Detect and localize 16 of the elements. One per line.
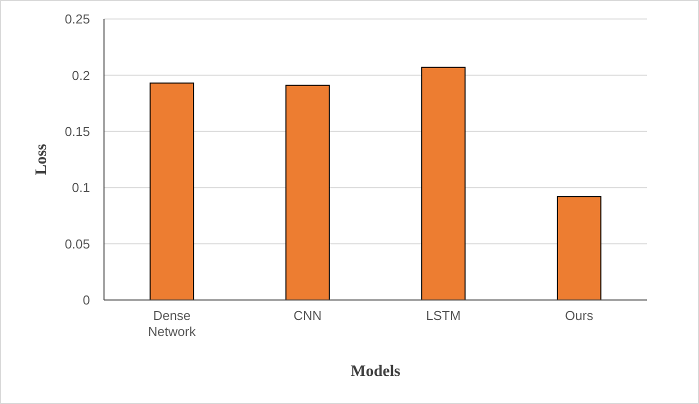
- y-tick-label: 0.05: [64, 236, 90, 252]
- bar: [556, 196, 602, 300]
- y-tick-label: 0.1: [72, 180, 90, 196]
- x-tick-label: Dense Network: [148, 308, 196, 339]
- bar: [421, 66, 466, 300]
- y-tick-label: 0.25: [64, 12, 90, 27]
- y-tick-label: 0.2: [72, 68, 90, 83]
- y-axis-title: Loss: [33, 144, 50, 176]
- x-tick-label: CNN: [294, 308, 322, 323]
- y-tick-label: 0.15: [64, 124, 90, 139]
- x-tick-label: Ours: [565, 308, 594, 323]
- x-tick-label: LSTM: [426, 308, 461, 323]
- bar: [285, 84, 330, 300]
- y-tick-label: 0: [82, 292, 90, 308]
- x-axis-title: Models: [350, 363, 400, 380]
- bar: [150, 82, 194, 300]
